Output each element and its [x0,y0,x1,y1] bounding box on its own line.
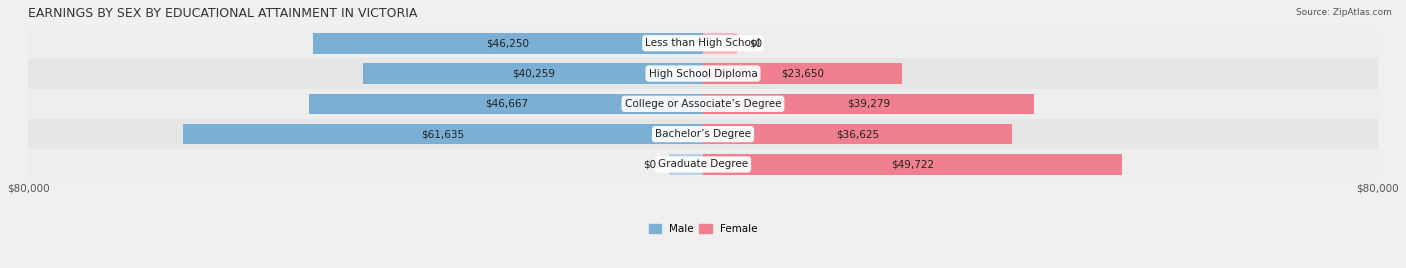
Text: $61,635: $61,635 [422,129,464,139]
Text: $36,625: $36,625 [837,129,879,139]
Bar [703,94,1035,114]
Legend: Male, Female: Male, Female [644,220,762,238]
Text: $40,259: $40,259 [512,69,555,79]
Text: $0: $0 [644,159,657,169]
Text: $46,667: $46,667 [485,99,527,109]
Bar [183,124,703,144]
Bar [703,124,1012,144]
Text: Less than High School: Less than High School [645,38,761,48]
Bar [703,33,737,54]
Text: Source: ZipAtlas.com: Source: ZipAtlas.com [1296,8,1392,17]
Bar [703,154,1122,175]
Text: High School Diploma: High School Diploma [648,69,758,79]
Bar [28,89,1378,119]
Bar [363,63,703,84]
Bar [314,33,703,54]
Bar [309,94,703,114]
Bar [28,28,1378,58]
Text: $23,650: $23,650 [782,69,824,79]
Bar [28,58,1378,89]
Bar [28,149,1378,180]
Text: $49,722: $49,722 [891,159,934,169]
Text: College or Associate’s Degree: College or Associate’s Degree [624,99,782,109]
Bar [703,63,903,84]
Text: $0: $0 [749,38,762,48]
Text: $39,279: $39,279 [846,99,890,109]
Text: Graduate Degree: Graduate Degree [658,159,748,169]
Bar [669,154,703,175]
Text: EARNINGS BY SEX BY EDUCATIONAL ATTAINMENT IN VICTORIA: EARNINGS BY SEX BY EDUCATIONAL ATTAINMEN… [28,7,418,20]
Bar [28,119,1378,149]
Text: Bachelor’s Degree: Bachelor’s Degree [655,129,751,139]
Text: $46,250: $46,250 [486,38,530,48]
